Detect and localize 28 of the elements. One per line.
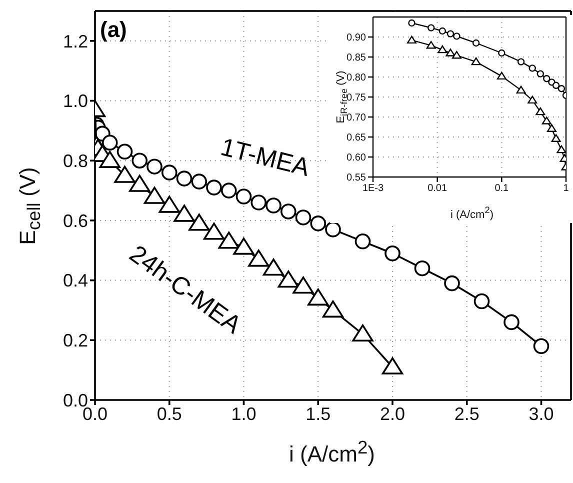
y-tick-label: 0.85 — [346, 52, 366, 64]
y-tick-label: 0.90 — [346, 32, 366, 44]
y-tick-label: 0.70 — [346, 112, 366, 124]
y-tick-label: 0.75 — [346, 92, 366, 104]
x-tick-label: 0.1 — [494, 183, 510, 194]
y-tick-label: 0.60 — [346, 152, 366, 164]
y-tick-label: 0.55 — [346, 172, 366, 184]
x-tick-label: 1.0 — [231, 404, 256, 424]
y-tick-label: 1.2 — [62, 31, 88, 52]
text: 1T-MEA — [218, 133, 312, 183]
x-tick-label: 2.5 — [454, 404, 480, 424]
y-tick-label: 1.0 — [62, 91, 88, 112]
y-tick-label: 0.4 — [62, 270, 88, 291]
y-tick-label: 0.6 — [62, 210, 88, 231]
y-tick-label: 0.8 — [62, 151, 88, 172]
x-tick-label: 3.0 — [528, 404, 554, 424]
y-tick-label: 0.80 — [346, 72, 366, 84]
y-tick-label: 0.65 — [346, 132, 366, 144]
x-tick-label: 0.5 — [156, 404, 182, 424]
x-tick-label: 1E-3 — [362, 183, 384, 194]
x-tick-label: 0.01 — [428, 183, 448, 194]
x-axis-title: i (A/cm$^{2}$) — [289, 436, 375, 468]
x-axis-title: i (A/cm$^{2}$) — [450, 205, 494, 221]
y-tick-label: 0.2 — [62, 330, 88, 351]
annotation: (a) — [100, 17, 127, 43]
x-tick-label: 1 — [563, 183, 570, 194]
x-tick-label: 1.5 — [306, 404, 331, 424]
x-tick-label: 2.0 — [380, 404, 406, 424]
